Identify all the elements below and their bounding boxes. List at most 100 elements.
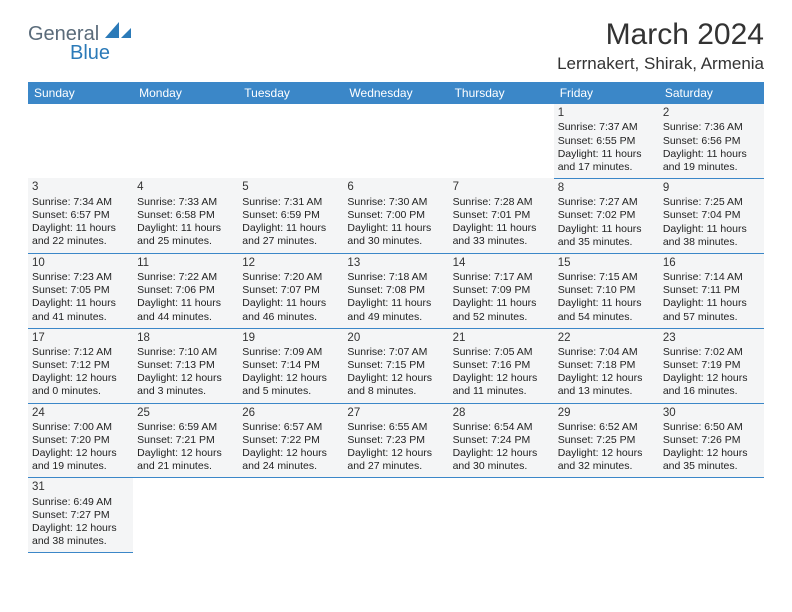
daylight-text: Daylight: 12 hours and 19 minutes.	[32, 447, 129, 473]
calendar-cell: 22Sunrise: 7:04 AMSunset: 7:18 PMDayligh…	[554, 328, 659, 403]
day-number: 3	[32, 180, 129, 194]
daylight-text: Daylight: 11 hours and 30 minutes.	[347, 222, 444, 248]
sunset-text: Sunset: 6:56 PM	[663, 135, 760, 148]
day-number: 31	[32, 480, 129, 494]
calendar-cell: 21Sunrise: 7:05 AMSunset: 7:16 PMDayligh…	[449, 328, 554, 403]
day-number: 4	[137, 180, 234, 194]
day-number: 12	[242, 256, 339, 270]
sunrise-text: Sunrise: 7:14 AM	[663, 271, 760, 284]
day-number: 11	[137, 256, 234, 270]
calendar-cell: 30Sunrise: 6:50 AMSunset: 7:26 PMDayligh…	[659, 403, 764, 478]
daylight-text: Daylight: 12 hours and 35 minutes.	[663, 447, 760, 473]
sunset-text: Sunset: 7:18 PM	[558, 359, 655, 372]
sunset-text: Sunset: 7:07 PM	[242, 284, 339, 297]
sunset-text: Sunset: 7:14 PM	[242, 359, 339, 372]
calendar-cell: 6Sunrise: 7:30 AMSunset: 7:00 PMDaylight…	[343, 178, 448, 253]
sunset-text: Sunset: 7:09 PM	[453, 284, 550, 297]
calendar-cell: 26Sunrise: 6:57 AMSunset: 7:22 PMDayligh…	[238, 403, 343, 478]
sunrise-text: Sunrise: 7:10 AM	[137, 346, 234, 359]
sunrise-text: Sunrise: 7:30 AM	[347, 196, 444, 209]
sunset-text: Sunset: 7:27 PM	[32, 509, 129, 522]
weekday-header: Monday	[133, 82, 238, 104]
day-number: 24	[32, 406, 129, 420]
logo-text-blue: Blue	[70, 42, 110, 64]
calendar-cell: 8Sunrise: 7:27 AMSunset: 7:02 PMDaylight…	[554, 178, 659, 253]
calendar-cell: 15Sunrise: 7:15 AMSunset: 7:10 PMDayligh…	[554, 253, 659, 328]
sunset-text: Sunset: 7:11 PM	[663, 284, 760, 297]
daylight-text: Daylight: 12 hours and 16 minutes.	[663, 372, 760, 398]
calendar-cell: 14Sunrise: 7:17 AMSunset: 7:09 PMDayligh…	[449, 253, 554, 328]
sunset-text: Sunset: 7:20 PM	[32, 434, 129, 447]
calendar-row: 24Sunrise: 7:00 AMSunset: 7:20 PMDayligh…	[28, 403, 764, 478]
sunrise-text: Sunrise: 7:02 AM	[663, 346, 760, 359]
day-number: 23	[663, 331, 760, 345]
calendar-cell-empty	[238, 104, 343, 178]
calendar-cell-empty	[659, 478, 764, 553]
sunrise-text: Sunrise: 7:20 AM	[242, 271, 339, 284]
day-number: 30	[663, 406, 760, 420]
sunrise-text: Sunrise: 7:18 AM	[347, 271, 444, 284]
sunrise-text: Sunrise: 6:54 AM	[453, 421, 550, 434]
calendar-cell: 16Sunrise: 7:14 AMSunset: 7:11 PMDayligh…	[659, 253, 764, 328]
sunset-text: Sunset: 6:59 PM	[242, 209, 339, 222]
calendar-cell: 27Sunrise: 6:55 AMSunset: 7:23 PMDayligh…	[343, 403, 448, 478]
day-number: 16	[663, 256, 760, 270]
sunset-text: Sunset: 7:01 PM	[453, 209, 550, 222]
sunrise-text: Sunrise: 7:27 AM	[558, 196, 655, 209]
day-number: 15	[558, 256, 655, 270]
day-number: 19	[242, 331, 339, 345]
day-number: 2	[663, 106, 760, 120]
day-number: 21	[453, 331, 550, 345]
calendar-cell: 7Sunrise: 7:28 AMSunset: 7:01 PMDaylight…	[449, 178, 554, 253]
sunset-text: Sunset: 7:24 PM	[453, 434, 550, 447]
daylight-text: Daylight: 12 hours and 5 minutes.	[242, 372, 339, 398]
calendar-cell-empty	[343, 104, 448, 178]
weekday-header: Saturday	[659, 82, 764, 104]
weekday-header: Tuesday	[238, 82, 343, 104]
day-number: 9	[663, 181, 760, 195]
sunrise-text: Sunrise: 7:17 AM	[453, 271, 550, 284]
daylight-text: Daylight: 11 hours and 54 minutes.	[558, 297, 655, 323]
day-number: 18	[137, 331, 234, 345]
daylight-text: Daylight: 12 hours and 21 minutes.	[137, 447, 234, 473]
calendar-cell: 25Sunrise: 6:59 AMSunset: 7:21 PMDayligh…	[133, 403, 238, 478]
calendar-cell: 23Sunrise: 7:02 AMSunset: 7:19 PMDayligh…	[659, 328, 764, 403]
daylight-text: Daylight: 12 hours and 38 minutes.	[32, 522, 129, 548]
calendar-cell: 9Sunrise: 7:25 AMSunset: 7:04 PMDaylight…	[659, 178, 764, 253]
weekday-header-row: SundayMondayTuesdayWednesdayThursdayFrid…	[28, 82, 764, 104]
calendar-cell: 12Sunrise: 7:20 AMSunset: 7:07 PMDayligh…	[238, 253, 343, 328]
day-number: 10	[32, 256, 129, 270]
calendar-body: 1Sunrise: 7:37 AMSunset: 6:55 PMDaylight…	[28, 104, 764, 553]
sunrise-text: Sunrise: 6:50 AM	[663, 421, 760, 434]
calendar-cell: 5Sunrise: 7:31 AMSunset: 6:59 PMDaylight…	[238, 178, 343, 253]
calendar-cell-empty	[28, 104, 133, 178]
calendar-cell: 28Sunrise: 6:54 AMSunset: 7:24 PMDayligh…	[449, 403, 554, 478]
sunrise-text: Sunrise: 6:55 AM	[347, 421, 444, 434]
calendar-cell-empty	[343, 478, 448, 553]
header: General March 2024 Lerrnakert, Shirak, A…	[28, 18, 764, 74]
daylight-text: Daylight: 12 hours and 30 minutes.	[453, 447, 550, 473]
daylight-text: Daylight: 12 hours and 24 minutes.	[242, 447, 339, 473]
daylight-text: Daylight: 11 hours and 44 minutes.	[137, 297, 234, 323]
sunrise-text: Sunrise: 7:07 AM	[347, 346, 444, 359]
sunset-text: Sunset: 7:26 PM	[663, 434, 760, 447]
calendar-cell: 3Sunrise: 7:34 AMSunset: 6:57 PMDaylight…	[28, 178, 133, 253]
day-number: 8	[558, 181, 655, 195]
day-number: 29	[558, 406, 655, 420]
calendar-cell: 10Sunrise: 7:23 AMSunset: 7:05 PMDayligh…	[28, 253, 133, 328]
day-number: 14	[453, 256, 550, 270]
calendar-row: 31Sunrise: 6:49 AMSunset: 7:27 PMDayligh…	[28, 478, 764, 553]
sunrise-text: Sunrise: 6:59 AM	[137, 421, 234, 434]
title-block: March 2024 Lerrnakert, Shirak, Armenia	[557, 18, 764, 74]
sunset-text: Sunset: 7:02 PM	[558, 209, 655, 222]
calendar-cell-empty	[133, 104, 238, 178]
daylight-text: Daylight: 11 hours and 33 minutes.	[453, 222, 550, 248]
daylight-text: Daylight: 11 hours and 22 minutes.	[32, 222, 129, 248]
calendar-cell: 1Sunrise: 7:37 AMSunset: 6:55 PMDaylight…	[554, 104, 659, 178]
calendar-row: 1Sunrise: 7:37 AMSunset: 6:55 PMDaylight…	[28, 104, 764, 178]
weekday-header: Friday	[554, 82, 659, 104]
calendar-row: 10Sunrise: 7:23 AMSunset: 7:05 PMDayligh…	[28, 253, 764, 328]
sunrise-text: Sunrise: 7:34 AM	[32, 196, 129, 209]
daylight-text: Daylight: 12 hours and 11 minutes.	[453, 372, 550, 398]
calendar-cell: 18Sunrise: 7:10 AMSunset: 7:13 PMDayligh…	[133, 328, 238, 403]
